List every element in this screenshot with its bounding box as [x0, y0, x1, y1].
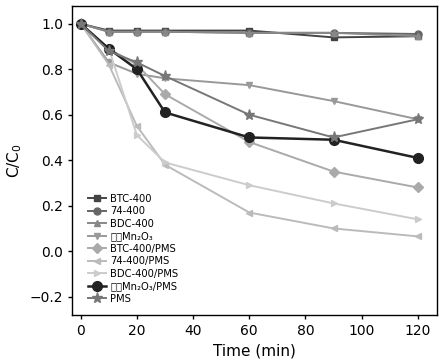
X-axis label: Time (min): Time (min) — [214, 344, 296, 359]
74-400 — [134, 29, 140, 34]
Line: BTC-400/PMS: BTC-400/PMS — [77, 20, 421, 191]
Line: BTC-400: BTC-400 — [77, 20, 421, 41]
BDC-400 — [247, 31, 252, 35]
74-400 — [78, 21, 83, 26]
BDC-400 — [415, 34, 420, 39]
Line: PMS: PMS — [75, 18, 424, 143]
74-400/PMS — [247, 210, 252, 215]
74-400/PMS — [331, 226, 336, 231]
BDC-400 — [78, 21, 83, 26]
商业Mn₂O₃/PMS — [415, 156, 420, 160]
BDC-400/PMS — [134, 133, 140, 137]
BTC-400/PMS — [163, 92, 168, 96]
Line: BDC-400: BDC-400 — [77, 20, 421, 40]
Line: 74-400/PMS: 74-400/PMS — [77, 20, 421, 240]
商业Mn₂O₃ — [415, 117, 420, 122]
BTC-400 — [247, 28, 252, 33]
Line: 商业Mn₂O₃: 商业Mn₂O₃ — [77, 20, 421, 123]
商业Mn₂O₃ — [163, 76, 168, 80]
BDC-400/PMS — [415, 217, 420, 222]
74-400/PMS — [163, 163, 168, 167]
商业Mn₂O₃ — [331, 99, 336, 103]
BDC-400 — [331, 31, 336, 35]
BTC-400 — [78, 21, 83, 26]
BDC-400 — [134, 29, 140, 34]
BDC-400 — [106, 29, 112, 34]
PMS — [415, 117, 420, 122]
商业Mn₂O₃/PMS — [163, 110, 168, 115]
BTC-400 — [331, 35, 336, 40]
PMS — [163, 74, 168, 78]
商业Mn₂O₃/PMS — [331, 138, 336, 142]
BDC-400/PMS — [78, 21, 83, 26]
商业Mn₂O₃ — [247, 83, 252, 87]
PMS — [331, 135, 336, 140]
Line: 商业Mn₂O₃/PMS: 商业Mn₂O₃/PMS — [76, 19, 423, 163]
BDC-400/PMS — [247, 183, 252, 187]
商业Mn₂O₃ — [134, 72, 140, 76]
74-400 — [331, 31, 336, 35]
74-400/PMS — [78, 21, 83, 26]
BTC-400 — [415, 34, 420, 39]
Y-axis label: C/C$_0$: C/C$_0$ — [6, 143, 24, 178]
BTC-400 — [163, 28, 168, 33]
PMS — [78, 21, 83, 26]
BTC-400 — [106, 28, 112, 33]
Line: 74-400: 74-400 — [77, 20, 421, 37]
商业Mn₂O₃/PMS — [134, 67, 140, 71]
74-400/PMS — [106, 63, 112, 67]
PMS — [134, 60, 140, 64]
BTC-400/PMS — [331, 169, 336, 174]
Legend: BTC-400, 74-400, BDC-400, 商业Mn₂O₃, BTC-400/PMS, 74-400/PMS, BDC-400/PMS, 商业Mn₂O₃: BTC-400, 74-400, BDC-400, 商业Mn₂O₃, BTC-4… — [88, 194, 179, 304]
BDC-400 — [163, 29, 168, 34]
PMS — [106, 49, 112, 53]
BTC-400 — [134, 28, 140, 33]
BTC-400/PMS — [134, 63, 140, 67]
商业Mn₂O₃ — [78, 21, 83, 26]
BTC-400/PMS — [106, 47, 112, 51]
74-400/PMS — [134, 124, 140, 128]
74-400/PMS — [415, 234, 420, 238]
74-400 — [106, 29, 112, 34]
BDC-400/PMS — [163, 160, 168, 165]
74-400 — [247, 31, 252, 35]
PMS — [247, 112, 252, 117]
商业Mn₂O₃/PMS — [247, 135, 252, 140]
Line: BDC-400/PMS: BDC-400/PMS — [77, 20, 421, 223]
商业Mn₂O₃/PMS — [106, 47, 112, 51]
商业Mn₂O₃/PMS — [78, 21, 83, 26]
74-400 — [163, 29, 168, 34]
BTC-400/PMS — [78, 21, 83, 26]
BDC-400/PMS — [331, 201, 336, 206]
74-400 — [415, 32, 420, 36]
BTC-400/PMS — [247, 140, 252, 144]
BDC-400/PMS — [106, 47, 112, 51]
商业Mn₂O₃ — [106, 60, 112, 64]
BTC-400/PMS — [415, 185, 420, 190]
